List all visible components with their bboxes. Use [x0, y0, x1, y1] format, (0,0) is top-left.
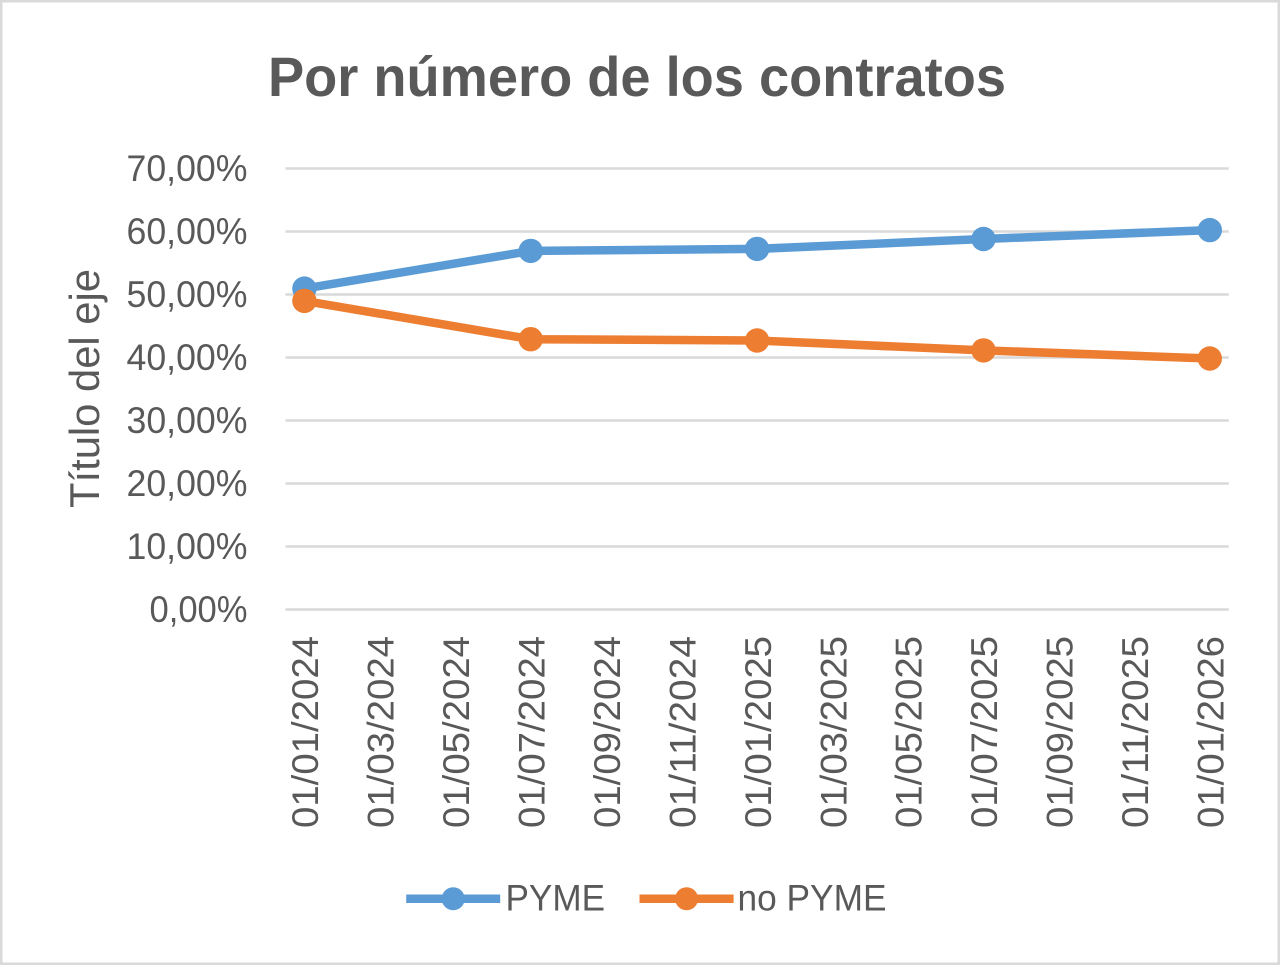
svg-text:0,00%: 0,00%: [150, 589, 248, 630]
svg-text:70,00%: 70,00%: [127, 148, 248, 189]
svg-text:30,00%: 30,00%: [127, 400, 248, 441]
svg-text:01/03/2024: 01/03/2024: [360, 636, 401, 828]
svg-text:01/11/2024: 01/11/2024: [662, 636, 703, 828]
svg-text:01/03/2025: 01/03/2025: [813, 636, 854, 828]
svg-text:01/09/2024: 01/09/2024: [587, 636, 628, 828]
svg-text:PYME: PYME: [506, 878, 606, 919]
svg-text:01/01/2025: 01/01/2025: [738, 636, 779, 828]
svg-text:60,00%: 60,00%: [127, 211, 248, 252]
svg-text:01/09/2025: 01/09/2025: [1040, 636, 1081, 828]
svg-text:50,00%: 50,00%: [127, 274, 248, 315]
svg-text:no PYME: no PYME: [738, 878, 887, 919]
svg-text:01/05/2025: 01/05/2025: [889, 636, 930, 828]
svg-text:Por número de los contratos: Por número de los contratos: [268, 45, 1006, 108]
svg-text:01/07/2025: 01/07/2025: [964, 636, 1005, 828]
svg-text:01/01/2024: 01/01/2024: [285, 636, 326, 828]
svg-text:40,00%: 40,00%: [127, 337, 248, 378]
svg-text:10,00%: 10,00%: [127, 526, 248, 567]
svg-text:01/01/2026: 01/01/2026: [1190, 636, 1231, 828]
svg-text:01/07/2024: 01/07/2024: [511, 636, 552, 828]
svg-text:01/05/2024: 01/05/2024: [436, 636, 477, 828]
svg-text:20,00%: 20,00%: [127, 463, 248, 504]
svg-text:Título del eje: Título del eje: [61, 269, 108, 508]
svg-text:01/11/2025: 01/11/2025: [1115, 636, 1156, 828]
